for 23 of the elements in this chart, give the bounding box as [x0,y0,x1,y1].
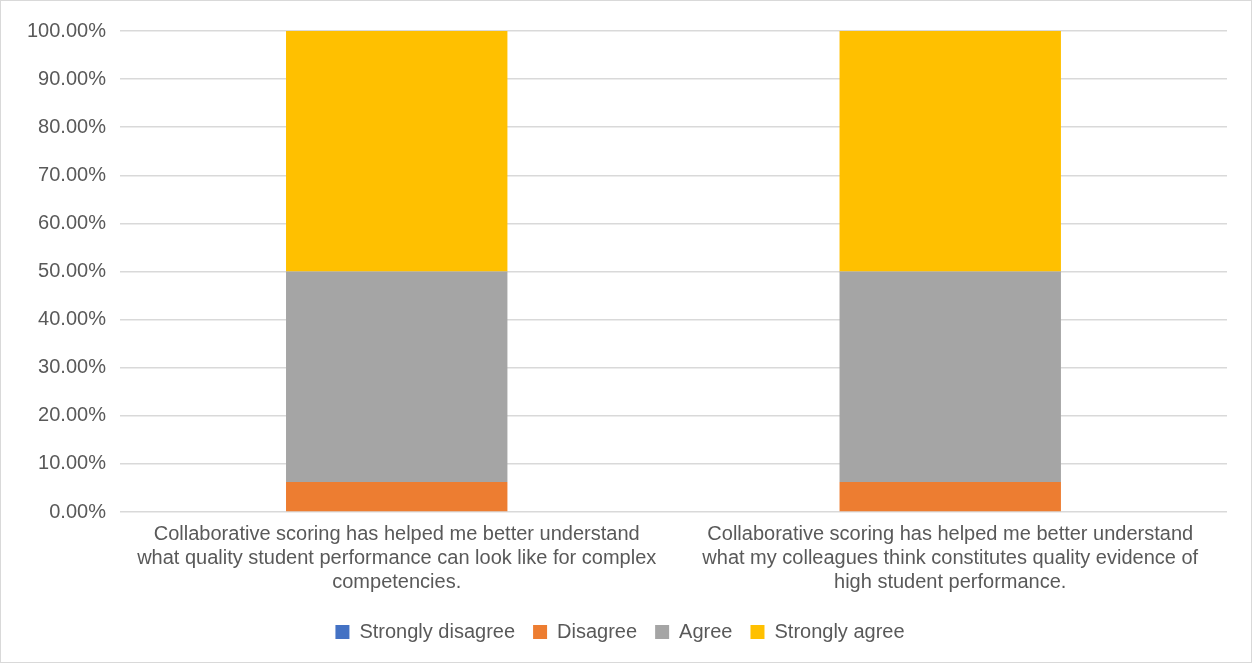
bar [286,271,508,482]
bar [839,271,1061,482]
y-tick-label: 60.00% [38,210,107,233]
bar [839,31,1061,272]
y-tick-label: 90.00% [38,66,107,89]
x-tick-label: Collaborative scoring has helped me better understand what my colleagues think constitutes quality evidence of high student performance. [701,521,1199,592]
legend-label: Strongly agree [774,619,905,642]
legend-label: Strongly disagree [359,619,516,642]
y-tick-label: 70.00% [38,162,107,185]
x-tick-label: Collaborative scoring has helped me better understand what quality student performance can look like for complex competencies. [136,521,657,592]
y-tick-label: 0.00% [49,499,107,522]
legend-label: Agree [679,619,733,642]
y-tick-label: 50.00% [38,259,107,282]
bar [286,481,508,512]
y-tick-label: 100.00% [26,18,107,41]
y-tick-label: 80.00% [38,114,107,137]
y-tick-label: 40.00% [38,307,107,330]
y-tick-label: 20.00% [38,403,107,426]
bar [286,31,508,272]
bar [839,481,1061,512]
y-tick-label: 10.00% [38,451,107,474]
y-tick-label: 30.00% [38,355,107,378]
legend-label: Disagree [557,619,638,642]
